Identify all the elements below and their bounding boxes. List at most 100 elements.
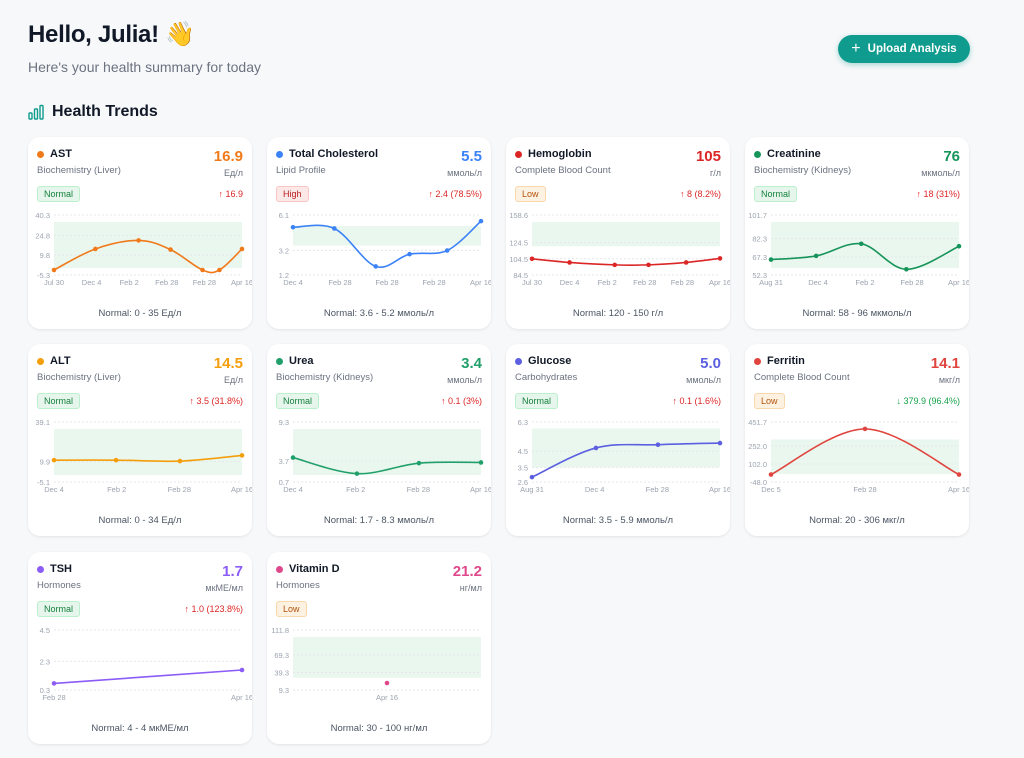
metric-card-ferritin[interactable]: Ferritin Complete Blood Count 14.1 мкг/л Low… <box>745 344 969 536</box>
x-tick-label: Dec 5 <box>761 485 781 494</box>
y-tick-label: -5.1 <box>37 478 50 487</box>
series-color-dot <box>276 565 283 573</box>
x-tick-label: Feb 28 <box>900 278 923 287</box>
metric-unit: ммоль/л <box>686 375 721 385</box>
data-point <box>290 455 296 460</box>
x-tick-label: Apr 16 <box>470 278 491 287</box>
data-point <box>93 246 98 252</box>
x-tick-label: Dec 4 <box>82 278 102 287</box>
metric-card-tsh[interactable]: TSH Hormones 1.7 мкМЕ/мл Normal ↑ 1.0 (123.8%… <box>28 552 252 744</box>
normal-range: Normal: 20 - 306 мкг/л <box>809 515 905 526</box>
metric-name: AST <box>37 148 72 160</box>
data-point <box>136 238 141 243</box>
normal-range: Normal: 3.6 - 5.2 ммоль/л <box>323 308 435 319</box>
bar-chart-icon <box>28 104 44 120</box>
upload-analysis-button[interactable]: + Upload Analysis <box>838 35 970 63</box>
data-point <box>956 472 962 477</box>
data-point <box>858 241 864 247</box>
y-tick-label: 39.3 <box>274 668 289 677</box>
data-point <box>51 681 57 686</box>
metric-name-text: Vitamin D <box>289 563 340 575</box>
greeting-title: Hello, Julia! 👋 <box>28 20 261 49</box>
metric-unit: г/л <box>709 168 721 178</box>
x-tick-label: Apr 16 <box>709 485 730 494</box>
data-point <box>354 471 360 476</box>
metric-name-text: Creatinine <box>767 148 821 160</box>
data-point <box>200 267 205 273</box>
normal-range-band <box>771 439 959 474</box>
status-badge: Normal <box>276 393 320 409</box>
metric-card-glucose[interactable]: Glucose Carbohydrates 5.0 ммоль/л Normal ↑ 0.… <box>506 344 730 536</box>
series-color-dot <box>276 357 283 365</box>
data-point <box>612 262 618 268</box>
y-tick-label: 2.3 <box>40 657 50 666</box>
data-point <box>904 266 909 272</box>
y-tick-label: 0.7 <box>279 478 289 487</box>
metric-category: Hormones <box>276 580 320 591</box>
data-point <box>956 243 962 249</box>
series-color-dot <box>515 357 522 365</box>
data-point <box>168 247 173 252</box>
y-tick-label: 124.5 <box>509 239 528 248</box>
normal-range: Normal: 0 - 35 Ед/л <box>98 308 182 319</box>
trend-line <box>53 454 243 463</box>
data-point <box>529 256 535 262</box>
metric-name: Creatinine <box>754 148 821 160</box>
x-tick-label: Feb 2 <box>107 485 126 494</box>
status-badge: Low <box>515 186 546 202</box>
data-point <box>717 256 723 261</box>
x-tick-label: Feb 28 <box>853 485 876 494</box>
metric-card-alt[interactable]: ALT Biochemistry (Liver) 14.5 Ед/л Normal ↑ 3… <box>28 344 252 536</box>
change-indicator: ↑ 3.5 (31.8%) <box>189 396 243 406</box>
metric-unit: Ед/л <box>223 375 243 385</box>
series-color-dot <box>37 150 44 158</box>
data-point <box>813 253 819 259</box>
metric-name: TSH <box>37 563 72 575</box>
x-tick-label: Dec 4 <box>283 485 303 494</box>
x-tick-label: Dec 4 <box>585 485 605 494</box>
data-point <box>768 257 774 262</box>
metric-category: Biochemistry (Kidneys) <box>276 372 374 383</box>
normal-range: Normal: 0 - 34 Ед/л <box>98 515 182 526</box>
y-tick-label: 39.1 <box>35 418 50 427</box>
trend-line <box>292 456 482 475</box>
status-badge: Normal <box>754 186 798 202</box>
metric-card-urea[interactable]: Urea Biochemistry (Kidneys) 3.4 ммоль/л Norm… <box>267 344 491 536</box>
metric-category: Complete Blood Count <box>754 372 850 383</box>
normal-range: Normal: 3.5 - 5.9 ммоль/л <box>562 515 674 526</box>
metric-card-total-cholesterol[interactable]: Total Cholesterol Lipid Profile 5.5 ммоль/л… <box>267 137 491 329</box>
data-point <box>51 457 57 463</box>
data-point <box>373 264 379 269</box>
upload-analysis-label: Upload Analysis <box>867 43 957 55</box>
data-point <box>646 262 651 268</box>
metric-name: Hemoglobin <box>515 148 592 160</box>
x-tick-label: Apr 16 <box>948 278 969 287</box>
metric-card-ast[interactable]: AST Biochemistry (Liver) 16.9 Ед/л Normal ↑ 1… <box>28 137 252 329</box>
y-tick-label: 0.3 <box>40 686 50 695</box>
data-point <box>416 460 422 466</box>
metric-card-hemoglobin[interactable]: Hemoglobin Complete Blood Count 105 г/л Low ↑… <box>506 137 730 329</box>
y-tick-label: 9.8 <box>40 251 50 260</box>
metric-name-text: Hemoglobin <box>528 148 592 160</box>
y-tick-label: -48.0 <box>750 478 767 487</box>
change-indicator: ↓ 379.9 (96.4%) <box>896 396 960 406</box>
metric-category: Hormones <box>37 580 81 591</box>
x-tick-label: Apr 16 <box>231 278 252 287</box>
metric-card-creatinine[interactable]: Creatinine Biochemistry (Kidneys) 76 мкмоль… <box>745 137 969 329</box>
change-indicator: ↑ 8 (8.2%) <box>679 189 721 199</box>
normal-range: Normal: 120 - 150 г/л <box>572 308 664 319</box>
normal-range: Normal: 58 - 96 мкмоль/л <box>802 308 912 319</box>
data-point <box>478 218 484 224</box>
section-title: Health Trends <box>28 103 158 121</box>
metric-category: Biochemistry (Liver) <box>37 372 121 383</box>
x-tick-label: Feb 2 <box>855 278 874 287</box>
x-tick-label: Aug 31 <box>759 278 783 287</box>
data-point <box>768 472 774 477</box>
y-tick-label: 9.3 <box>279 686 289 695</box>
metric-card-vitamin-d[interactable]: Vitamin D Hormones 21.2 нг/мл Low Normal: 30 … <box>267 552 491 744</box>
metric-value: 1.7 <box>222 563 243 580</box>
